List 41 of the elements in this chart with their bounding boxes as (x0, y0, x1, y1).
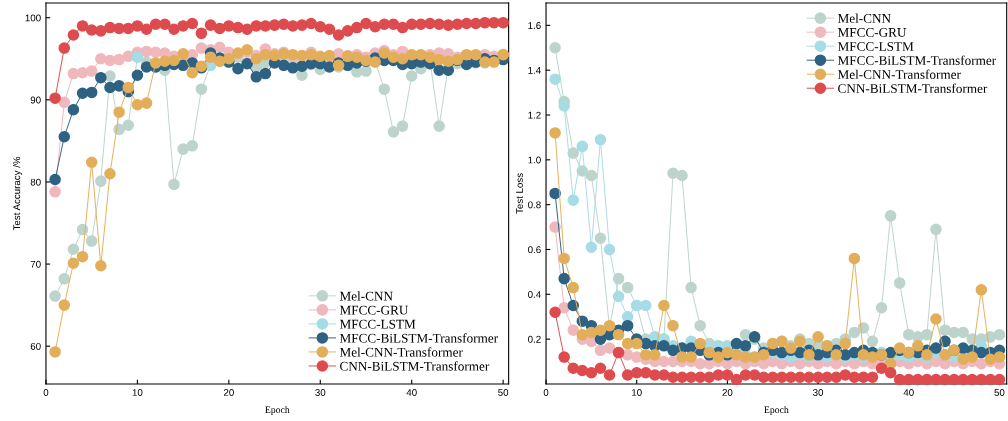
x-tick-label: 0 (43, 389, 49, 396)
y-tick-label: 80 (30, 178, 41, 186)
y-tick-label: 1.4 (528, 67, 541, 74)
y-tick-label: 0.4 (528, 291, 541, 298)
legend-label: Mel-CNN (837, 13, 891, 23)
legend-label: CNN-BiLSTM-Transformer (838, 83, 988, 93)
x-tick-label: 50 (498, 389, 509, 396)
x-tick-label: 20 (223, 389, 234, 396)
x-tick-label: 40 (406, 389, 417, 396)
y-tick-label: 90 (30, 96, 41, 104)
legend-label: MFCC-LSTM (837, 42, 914, 51)
y-tick-label: 100 (25, 14, 41, 22)
x-tick-label: 10 (132, 389, 143, 396)
legend-label: MFCC-BiLSTM-Transformer (837, 55, 997, 65)
y-tick-label: 0.6 (528, 246, 541, 254)
legend-label: Mel-CNN-Transformer (837, 69, 961, 79)
legend-label: Mel-CNN (339, 291, 393, 301)
x-axis-title: Epoch (764, 406, 789, 416)
x-tick-label: 0 (543, 389, 549, 396)
x-tick-label: 50 (994, 389, 1005, 396)
x-tick-label: 40 (903, 389, 914, 396)
x-tick-label: 10 (632, 389, 642, 396)
y-tick-label: 70 (30, 260, 41, 268)
x-tick-label: 20 (722, 389, 733, 396)
legend-label: MFCC-GRU (837, 28, 907, 37)
y-tick-label: 0.2 (528, 335, 541, 343)
y-tick-label: 1.0 (528, 156, 541, 164)
legend-label: Mel-CNN-Transformer (339, 347, 463, 357)
y-axis-title: Test Loss (516, 173, 523, 214)
x-tick-label: 30 (315, 389, 326, 396)
y-axis-title: Test Accuracy /% (13, 156, 23, 231)
y-tick-label: 60 (30, 342, 41, 350)
y-tick-label: 1.6 (528, 22, 541, 29)
x-tick-label: 30 (813, 389, 824, 396)
y-tick-label: 0.8 (528, 201, 541, 209)
y-tick-label: 1.2 (528, 111, 541, 119)
legend-label: MFCC-LSTM (339, 319, 416, 329)
legend-label: MFCC-BiLSTM-Transformer (339, 333, 498, 343)
legend-label: MFCC-GRU (339, 305, 409, 315)
legend-label: CNN-BiLSTM-Transformer (340, 361, 490, 371)
x-axis-title: Epoch (265, 406, 290, 416)
